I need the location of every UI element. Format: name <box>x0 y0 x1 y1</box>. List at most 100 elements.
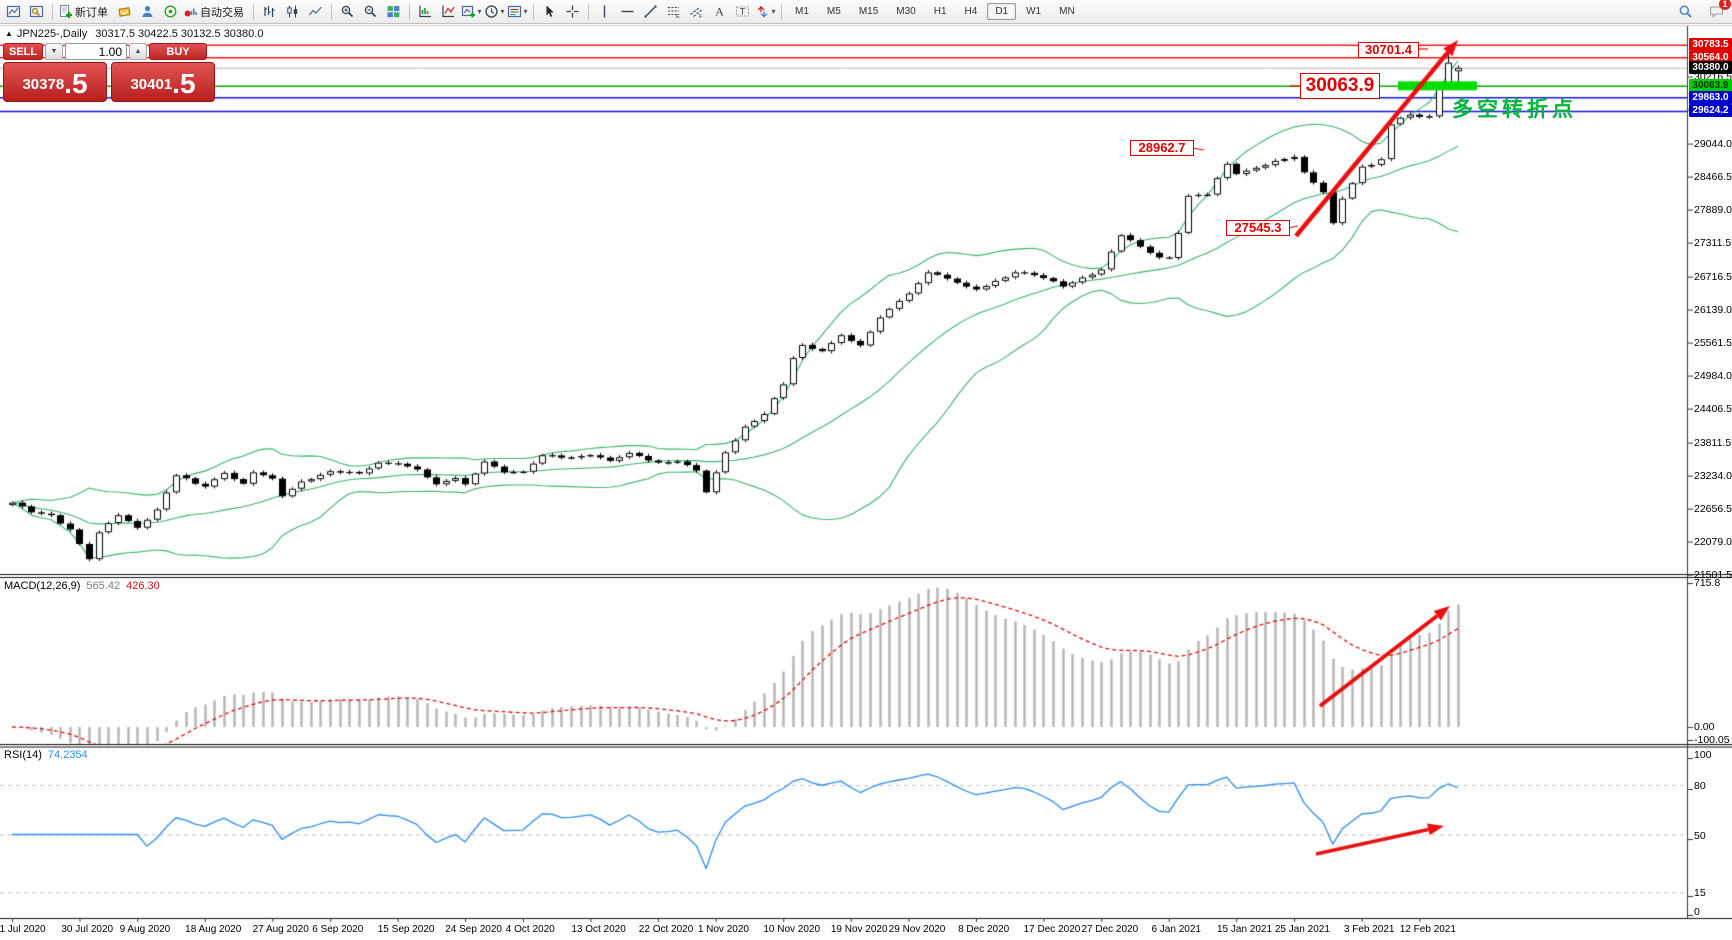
price-axis-tick: 25561.5 <box>1694 337 1732 350</box>
chart-window-button[interactable] <box>3 3 24 21</box>
macd-axis-tick: -100.05 <box>1694 734 1730 746</box>
svg-text:E: E <box>676 14 680 19</box>
buy-button[interactable]: BUY <box>149 43 207 60</box>
toolbar-separator <box>331 3 332 20</box>
target-price-label[interactable]: 30701.4 <box>1358 42 1419 58</box>
rsi-indicator-label: RSI(14) 74.2354 <box>4 749 88 761</box>
rsi-axis-tick: 50 <box>1694 830 1706 842</box>
zoom-in-icon <box>340 4 355 19</box>
turning-point-annotation[interactable]: 多空转折点 <box>1452 98 1577 121</box>
date-axis-label: 24 Sep 2020 <box>445 924 502 935</box>
text-button[interactable]: A <box>709 3 730 21</box>
trendline-button[interactable] <box>640 3 661 21</box>
notification-count-badge: 1 <box>1719 0 1731 10</box>
candlestick-chart-icon <box>285 4 300 19</box>
rsi-axis-tick: 0 <box>1694 906 1700 918</box>
zoom-window-icon <box>29 4 44 19</box>
macd-signal-value: 426.30 <box>126 580 160 592</box>
notifications-button[interactable]: 1 <box>1706 0 1731 20</box>
cursor-icon <box>542 4 557 19</box>
timeframe-h4-button[interactable]: H4 <box>964 6 978 17</box>
dropdown-caret-icon[interactable]: ▾ <box>477 6 482 16</box>
line-chart-button[interactable] <box>305 3 326 21</box>
toolbar-right-icons: 1 <box>1674 0 1731 20</box>
price-axis-tick: 26716.5 <box>1694 271 1732 284</box>
arrows-button[interactable]: ▾ <box>755 3 776 21</box>
periods-button[interactable]: ▾ <box>484 3 505 21</box>
fibonacci-icon: E <box>666 4 681 19</box>
timeframe-m1-button[interactable]: M1 <box>795 6 809 17</box>
timeframe-d1-button[interactable]: D1 <box>987 3 1017 20</box>
templates-button[interactable]: ▾ <box>507 3 528 21</box>
date-axis-label: 6 Jan 2021 <box>1151 924 1201 935</box>
swing-high-price-label[interactable]: 28962.7 <box>1130 140 1194 156</box>
history-center-button[interactable] <box>114 3 135 21</box>
profile-button[interactable] <box>137 3 158 21</box>
rsi-axis-tick: 100 <box>1694 749 1712 761</box>
tile-windows-icon <box>386 4 401 19</box>
indicators-window-button[interactable] <box>415 3 436 21</box>
price-axis-tick: 28466.5 <box>1694 171 1732 184</box>
fibonacci-button[interactable]: E <box>663 3 684 21</box>
zoom-in-button[interactable] <box>337 3 358 21</box>
macd-main-value: 565.42 <box>86 580 121 592</box>
volume-input[interactable] <box>65 43 127 60</box>
swing-low-price-label[interactable]: 27545.3 <box>1226 220 1290 236</box>
objects-window-button[interactable] <box>438 3 459 21</box>
history-center-icon <box>117 4 132 19</box>
search-button[interactable] <box>1675 2 1696 20</box>
bar-chart-button[interactable] <box>259 3 280 21</box>
price-axis-tick: 23234.0 <box>1694 470 1732 483</box>
dropdown-caret-icon[interactable]: ▾ <box>500 6 505 16</box>
date-axis-label: 12 Feb 2021 <box>1399 924 1456 935</box>
autotrading-button[interactable]: 自动交易 <box>183 3 248 21</box>
text-label-button[interactable]: T <box>732 3 753 21</box>
timeframe-mn-button[interactable]: MN <box>1059 6 1075 17</box>
bar-chart-icon <box>262 4 277 19</box>
candlestick-chart-button[interactable] <box>282 3 303 21</box>
crosshair-button[interactable] <box>562 3 583 21</box>
buy-price-display[interactable]: 30401.5 <box>111 62 215 102</box>
expand-triangle-icon[interactable]: ▲ <box>5 29 13 38</box>
timeframe-w1-button[interactable]: W1 <box>1026 6 1042 17</box>
toolbar-separator <box>52 3 53 20</box>
dropdown-caret-icon[interactable]: ▾ <box>523 6 528 16</box>
volume-down-stepper[interactable]: ▼ <box>45 43 63 60</box>
date-axis-label: 15 Sep 2020 <box>377 924 435 935</box>
tile-windows-button[interactable] <box>383 3 404 21</box>
horizontal-line-button[interactable] <box>617 3 638 21</box>
price-axis-tick: 24984.0 <box>1694 370 1732 383</box>
date-axis-label: 3 Feb 2021 <box>1343 924 1395 935</box>
vertical-line-button[interactable] <box>594 3 615 21</box>
timeframe-h1-button[interactable]: H1 <box>933 6 947 17</box>
add-indicator-button[interactable]: ▾ <box>461 3 482 21</box>
sell-price-frac: .5 <box>64 68 88 99</box>
text-icon: A <box>712 4 727 19</box>
cursor-button[interactable] <box>539 3 560 21</box>
svg-text:T: T <box>740 7 746 17</box>
chart-window-icon <box>6 4 21 19</box>
volume-up-stepper[interactable]: ▲ <box>129 43 147 60</box>
date-axis-label: 15 Jan 2021 <box>1216 924 1273 935</box>
zoom-out-button[interactable] <box>360 3 381 21</box>
dropdown-caret-icon[interactable]: ▾ <box>771 6 776 16</box>
sell-button[interactable]: SELL <box>3 43 43 60</box>
new-order-button[interactable]: 新订单 <box>58 3 112 21</box>
timeframe-m15-button[interactable]: M15 <box>858 6 879 17</box>
timeframe-m30-button[interactable]: M30 <box>896 6 916 17</box>
price-axis-tick: 29044.0 <box>1694 138 1732 151</box>
timeframe-m5-button[interactable]: M5 <box>826 6 841 17</box>
equidistant-channel-button[interactable]: F <box>686 3 707 21</box>
chart-symbol-period: JPN225-,Daily <box>16 28 88 40</box>
market-news-button[interactable] <box>160 3 181 21</box>
indicators-window-icon <box>418 4 433 19</box>
date-axis-label: 29 Nov 2020 <box>888 924 946 935</box>
add-indicator-icon <box>461 4 476 19</box>
price-level-badge: 30783.5 <box>1689 38 1732 52</box>
breakout-price-label[interactable]: 30063.9 <box>1300 73 1380 99</box>
zoom-window-button[interactable] <box>26 3 47 21</box>
date-axis-label: 30 Jul 2020 <box>61 924 114 935</box>
sell-price-display[interactable]: 30378.5 <box>3 62 107 102</box>
date-axis-label: 17 Dec 2020 <box>1023 924 1081 935</box>
